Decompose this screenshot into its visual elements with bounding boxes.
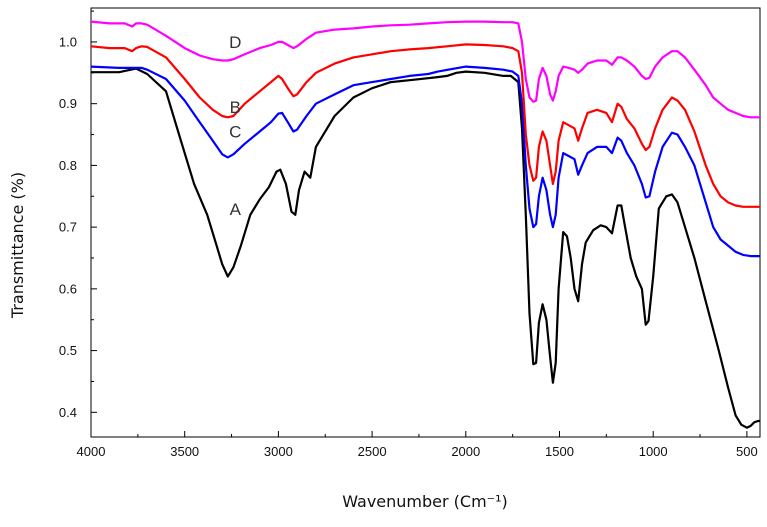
- x-tick-label: 4000: [77, 444, 106, 459]
- x-tick-label: 2000: [451, 444, 480, 459]
- y-axis-title: Transmittance (%): [8, 172, 27, 319]
- y-tick-label: 1.0: [59, 34, 77, 49]
- x-tick-label: 3000: [264, 444, 293, 459]
- y-tick-label: 0.7: [59, 220, 77, 235]
- curve-label-b: B: [230, 98, 241, 117]
- x-axis-title: Wavenumber (Cm⁻¹): [342, 492, 508, 511]
- curve-labels: A CB D: [229, 33, 241, 219]
- y-tick-label: 0.5: [59, 343, 77, 358]
- x-tick-label: 3500: [170, 444, 199, 459]
- x-axis-ticks: 4000 3500 3000 2500 2000 1500 1000 500: [77, 431, 758, 459]
- series-line-b: [90, 43, 760, 208]
- y-tick-label: 0.9: [59, 96, 77, 111]
- curve-label-c: C: [229, 123, 241, 142]
- curve-label-d: D: [229, 33, 241, 52]
- plot-frame: [90, 7, 761, 438]
- series-line-d: [90, 20, 760, 119]
- series-line-c: [90, 65, 760, 258]
- x-tick-label: 1000: [639, 444, 668, 459]
- y-tick-label: 0.6: [59, 281, 77, 296]
- curve-label-a: A: [230, 200, 242, 219]
- x-tick-label: 1500: [545, 444, 574, 459]
- x-tick-label: 2500: [358, 444, 387, 459]
- plot-area: [90, 7, 761, 438]
- x-tick-label: 500: [736, 444, 758, 459]
- y-tick-label: 0.4: [59, 405, 77, 420]
- series-line-a: [91, 67, 760, 429]
- y-tick-label: 0.8: [59, 158, 77, 173]
- series-lines: [90, 20, 760, 429]
- y-axis-ticks: 0.4 0.5 0.6 0.7 0.8 0.9 1.0: [59, 10, 97, 420]
